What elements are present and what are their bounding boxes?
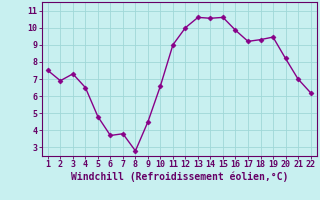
X-axis label: Windchill (Refroidissement éolien,°C): Windchill (Refroidissement éolien,°C): [70, 172, 288, 182]
